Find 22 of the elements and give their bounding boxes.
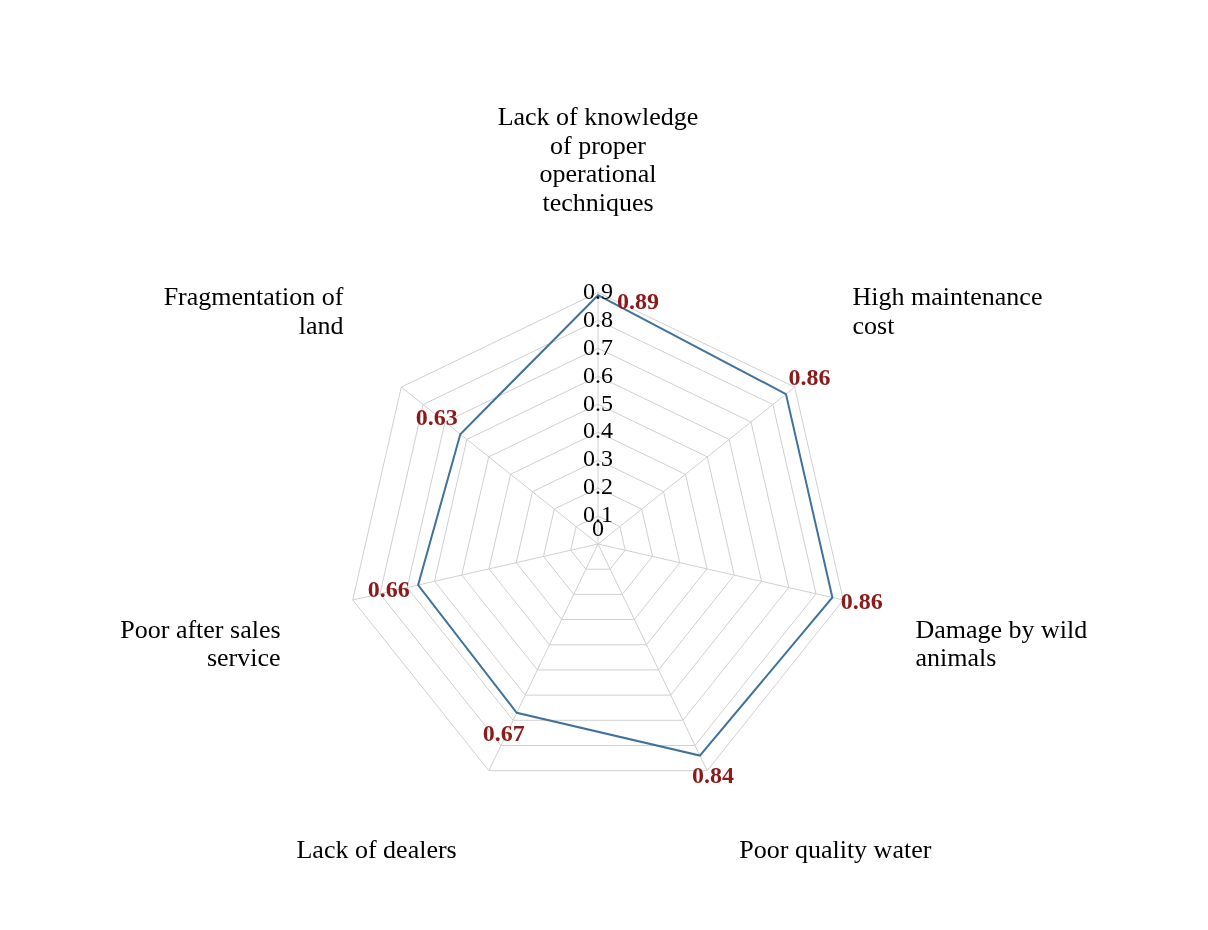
spoke-label: Poor quality water (739, 835, 932, 865)
data-label: 0.86 (840, 588, 883, 615)
data-label: 0.63 (415, 404, 458, 431)
spoke-label: Lack of dealers (296, 835, 457, 865)
spoke-label: Lack of knowledge of proper operational techniques (497, 102, 699, 217)
data-label: 0.89 (617, 288, 659, 315)
y-tick-label: 0.4 (583, 417, 613, 444)
y-tick-label: 0.5 (583, 389, 613, 416)
y-tick-label: 0.9 (583, 277, 613, 304)
y-tick-label: 0.3 (583, 445, 613, 472)
spoke-label: Poor after sales service (120, 614, 281, 673)
data-label: 0.84 (691, 762, 734, 789)
data-label: 0.66 (367, 575, 410, 602)
y-tick-label: 0.7 (583, 333, 613, 360)
y-tick-label: 0.6 (583, 361, 613, 388)
y-tick-label: 0.2 (583, 473, 613, 500)
spoke-label: Fragmentation of land (163, 281, 344, 340)
spoke-label: High maintenance cost (852, 281, 1043, 340)
y-tick-label: 0.8 (583, 305, 613, 332)
data-label: 0.67 (482, 719, 525, 746)
spoke-label: Damage by wild animals (915, 614, 1088, 673)
data-label: 0.86 (788, 364, 831, 391)
